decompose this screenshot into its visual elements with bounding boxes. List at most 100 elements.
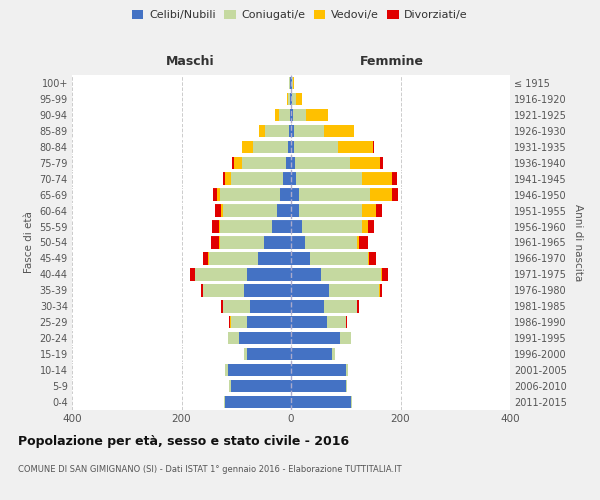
Bar (277, 204, 291, 217)
Bar (346, 380, 347, 392)
Bar (380, 284, 382, 296)
Bar (244, 284, 291, 296)
Bar (226, 172, 231, 185)
Bar (324, 124, 354, 137)
Bar (294, 140, 338, 153)
Bar (357, 236, 359, 248)
Bar (368, 220, 374, 233)
Bar (211, 236, 219, 248)
Bar (228, 364, 291, 376)
Bar (203, 284, 244, 296)
Bar (220, 188, 280, 201)
Bar (368, 252, 369, 264)
Text: Popolazione per età, sesso e stato civile - 2016: Popolazione per età, sesso e stato civil… (18, 435, 349, 448)
Bar (321, 268, 382, 280)
Bar (291, 140, 294, 153)
Bar (291, 396, 351, 408)
Bar (247, 316, 291, 328)
Bar (293, 77, 294, 89)
Bar (373, 140, 374, 153)
Bar (195, 268, 247, 280)
Bar (288, 140, 291, 153)
Bar (291, 156, 295, 169)
Y-axis label: Fasce di età: Fasce di età (24, 212, 34, 274)
Bar (332, 348, 335, 360)
Bar (242, 156, 286, 169)
Bar (190, 268, 194, 280)
Bar (231, 172, 283, 185)
Bar (294, 124, 324, 137)
Legend: Celibi/Nubili, Coniugati/e, Vedovi/e, Divorziati/e: Celibi/Nubili, Coniugati/e, Vedovi/e, Di… (128, 6, 472, 25)
Bar (220, 220, 272, 233)
Bar (247, 348, 291, 360)
Bar (291, 188, 299, 201)
Bar (302, 220, 362, 233)
Bar (382, 268, 388, 280)
Bar (369, 252, 376, 264)
Bar (291, 124, 294, 137)
Bar (291, 316, 326, 328)
Bar (296, 172, 362, 185)
Bar (291, 364, 346, 376)
Bar (291, 268, 321, 280)
Bar (258, 252, 291, 264)
Bar (203, 252, 208, 264)
Bar (292, 92, 296, 105)
Bar (253, 140, 288, 153)
Bar (220, 236, 263, 248)
Bar (286, 156, 291, 169)
Bar (392, 188, 398, 201)
Bar (291, 204, 299, 217)
Bar (223, 204, 277, 217)
Bar (288, 92, 290, 105)
Bar (299, 204, 362, 217)
Bar (359, 236, 368, 248)
Bar (350, 156, 380, 169)
Bar (295, 156, 350, 169)
Bar (357, 300, 359, 312)
Bar (296, 92, 302, 105)
Bar (291, 300, 324, 312)
Bar (299, 188, 370, 201)
Bar (233, 156, 242, 169)
Bar (275, 108, 279, 121)
Bar (223, 172, 226, 185)
Bar (280, 188, 291, 201)
Bar (229, 316, 230, 328)
Bar (272, 220, 291, 233)
Bar (307, 108, 328, 121)
Bar (291, 108, 293, 121)
Bar (283, 172, 291, 185)
Text: COMUNE DI SAN GIMIGNANO (SI) - Dati ISTAT 1° gennaio 2016 - Elaborazione TUTTITA: COMUNE DI SAN GIMIGNANO (SI) - Dati ISTA… (18, 465, 401, 474)
Bar (291, 284, 329, 296)
Bar (291, 236, 305, 248)
Bar (338, 140, 373, 153)
Bar (263, 236, 291, 248)
Bar (219, 220, 220, 233)
Bar (376, 204, 382, 217)
Bar (362, 172, 392, 185)
Bar (380, 156, 383, 169)
Bar (310, 252, 368, 264)
Bar (213, 188, 217, 201)
Bar (370, 188, 392, 201)
Bar (379, 284, 380, 296)
Bar (224, 396, 226, 408)
Bar (212, 220, 219, 233)
Bar (324, 300, 357, 312)
Y-axis label: Anni di nascita: Anni di nascita (572, 204, 583, 281)
Bar (293, 108, 307, 121)
Bar (291, 172, 296, 185)
Bar (242, 140, 253, 153)
Bar (346, 316, 347, 328)
Bar (221, 300, 223, 312)
Bar (291, 380, 346, 392)
Bar (221, 204, 223, 217)
Bar (279, 108, 290, 121)
Bar (287, 92, 288, 105)
Bar (362, 220, 368, 233)
Bar (226, 364, 228, 376)
Bar (346, 364, 349, 376)
Bar (305, 236, 356, 248)
Bar (209, 252, 258, 264)
